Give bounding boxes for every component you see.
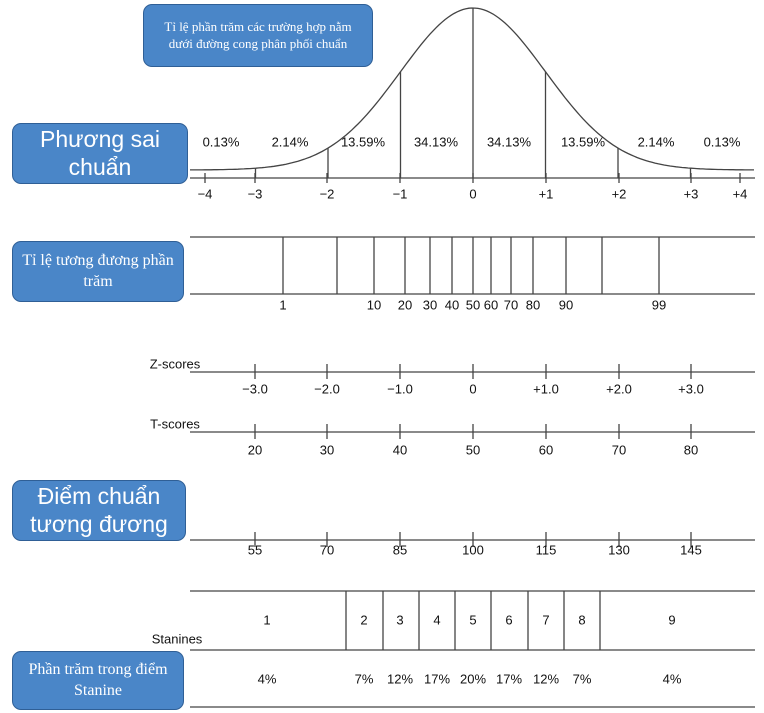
- stanine-number: 8: [578, 612, 585, 627]
- t-score-label: 70: [612, 442, 626, 457]
- curve-percent: 2.14%: [638, 134, 675, 149]
- t-score-label: 30: [320, 442, 334, 457]
- stanine-number: 4: [433, 612, 440, 627]
- stanine-percent: 7%: [573, 671, 592, 686]
- percentile-box: Tỉ lệ tương đương phần trăm: [12, 241, 184, 302]
- stanine-percent: 4%: [258, 671, 277, 686]
- t-score-title: T-scores: [150, 416, 200, 431]
- stanine-number: 7: [542, 612, 549, 627]
- z-score-label: +2.0: [606, 381, 632, 396]
- t-score-label: 80: [684, 442, 698, 457]
- standard-score-label: 55: [248, 542, 262, 557]
- z-score-label: +1.0: [533, 381, 559, 396]
- percentile-label: 70: [504, 297, 518, 312]
- stanine-percent: 20%: [460, 671, 486, 686]
- percentile-label: 80: [526, 297, 540, 312]
- percentile-label: 20: [398, 297, 412, 312]
- callout: Tỉ lệ phần trăm các trường hợp nằm dưới …: [143, 4, 373, 67]
- percentile-label: 30: [423, 297, 437, 312]
- z-score-label: +3.0: [678, 381, 704, 396]
- sd-label: +1: [539, 186, 554, 201]
- sd-label: +3: [684, 186, 699, 201]
- curve-percent: 13.59%: [341, 134, 386, 149]
- stanine-percent: 7%: [355, 671, 374, 686]
- percentile-label: 60: [484, 297, 498, 312]
- standard-score-label: 130: [608, 542, 630, 557]
- stanine-number: 5: [469, 612, 476, 627]
- stanine-percent: 12%: [387, 671, 413, 686]
- stanine-percent-box: Phần trăm trong điểm Stanine: [12, 651, 184, 710]
- percentile-label: 99: [652, 297, 666, 312]
- sd-label: −2: [320, 186, 335, 201]
- sd-label: −1: [393, 186, 408, 201]
- standard-box: Điểm chuẩn tương đương: [12, 480, 186, 541]
- sd-label: +2: [612, 186, 627, 201]
- z-score-label: 0: [469, 381, 476, 396]
- standard-score-label: 145: [680, 542, 702, 557]
- stanine-title: Stanines: [152, 631, 203, 646]
- stanine-number: 3: [396, 612, 403, 627]
- curve-percent: 34.13%: [487, 134, 532, 149]
- curve-percent: 0.13%: [203, 134, 240, 149]
- percentile-label: 10: [367, 297, 381, 312]
- curve-percent: 34.13%: [414, 134, 459, 149]
- sd-box: Phương sai chuẩn: [12, 123, 188, 184]
- standard-score-label: 115: [536, 542, 557, 557]
- sd-label: −3: [248, 186, 263, 201]
- standard-score-label: 85: [393, 542, 407, 557]
- standard-score-label: 70: [320, 542, 334, 557]
- curve-percent: 13.59%: [561, 134, 606, 149]
- t-score-label: 20: [248, 442, 262, 457]
- z-score-title: Z-scores: [150, 356, 201, 371]
- sd-label: 0: [469, 186, 476, 201]
- t-score-label: 60: [539, 442, 553, 457]
- standard-score-label: 100: [462, 542, 484, 557]
- percentile-label: 50: [466, 297, 480, 312]
- stanine-percent: 12%: [533, 671, 559, 686]
- percentile-label: 90: [559, 297, 573, 312]
- stanine-percent: 17%: [424, 671, 450, 686]
- z-score-label: −2.0: [314, 381, 340, 396]
- stanine-percent: 17%: [496, 671, 522, 686]
- percentile-label: 1: [279, 297, 286, 312]
- percentile-label: 40: [445, 297, 459, 312]
- sd-label: +4: [733, 186, 748, 201]
- normal-curve: [190, 7, 754, 171]
- t-score-label: 40: [393, 442, 407, 457]
- curve-percent: 2.14%: [272, 134, 309, 149]
- stanine-percent: 4%: [663, 671, 682, 686]
- stanine-number: 6: [505, 612, 512, 627]
- curve-percent: 0.13%: [704, 134, 741, 149]
- stanine-number: 1: [263, 612, 270, 627]
- z-score-label: −1.0: [387, 381, 413, 396]
- t-score-label: 50: [466, 442, 480, 457]
- sd-label: −4: [198, 186, 213, 201]
- stanine-number: 9: [668, 612, 675, 627]
- stanine-number: 2: [360, 612, 367, 627]
- z-score-label: −3.0: [242, 381, 268, 396]
